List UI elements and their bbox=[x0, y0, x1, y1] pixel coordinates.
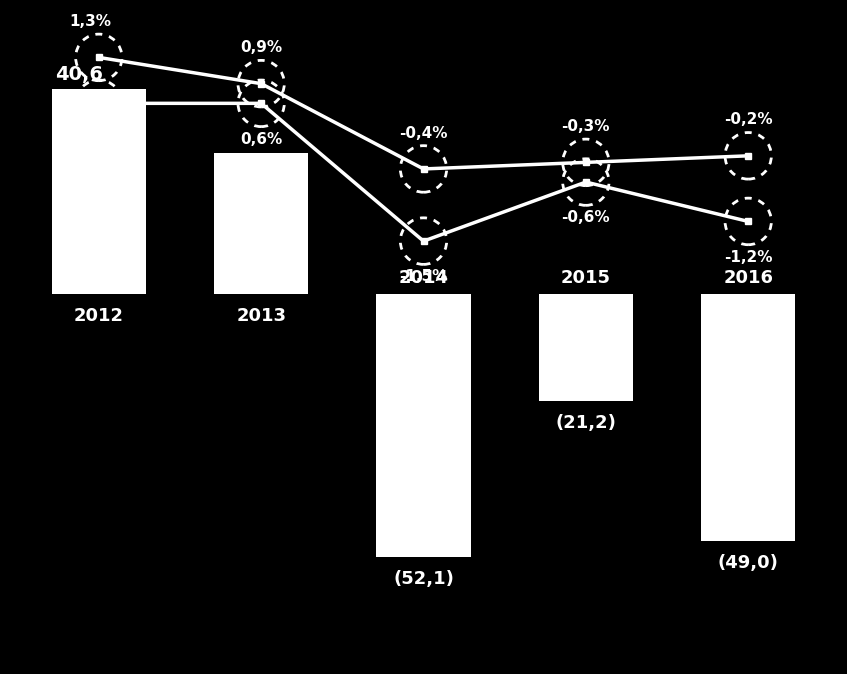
Bar bbox=[52, 89, 146, 294]
Text: -0,2%: -0,2% bbox=[724, 113, 772, 127]
Bar bbox=[376, 294, 471, 557]
Text: 40,6: 40,6 bbox=[55, 65, 103, 84]
Text: 0,9%: 0,9% bbox=[240, 40, 282, 55]
Text: -1,5%: -1,5% bbox=[399, 270, 448, 284]
Text: (49,0): (49,0) bbox=[717, 554, 778, 572]
Bar bbox=[701, 294, 795, 541]
Text: -0,4%: -0,4% bbox=[399, 125, 448, 141]
Text: -0,3%: -0,3% bbox=[562, 119, 610, 134]
Text: 2016: 2016 bbox=[723, 268, 773, 286]
Text: -0,6%: -0,6% bbox=[562, 210, 610, 225]
Text: -1,2%: -1,2% bbox=[724, 250, 772, 265]
Text: 2013: 2013 bbox=[236, 307, 286, 325]
Text: 0,6%: 0,6% bbox=[69, 131, 112, 147]
Text: 2012: 2012 bbox=[74, 307, 124, 325]
Text: 0,6%: 0,6% bbox=[240, 131, 282, 147]
Text: 2015: 2015 bbox=[561, 268, 611, 286]
Text: (52,1): (52,1) bbox=[393, 570, 454, 588]
Text: 1,3%: 1,3% bbox=[69, 14, 112, 29]
Bar bbox=[214, 153, 308, 294]
Text: (21,2): (21,2) bbox=[556, 414, 617, 432]
Text: 2014: 2014 bbox=[398, 268, 449, 286]
Bar bbox=[539, 294, 633, 401]
